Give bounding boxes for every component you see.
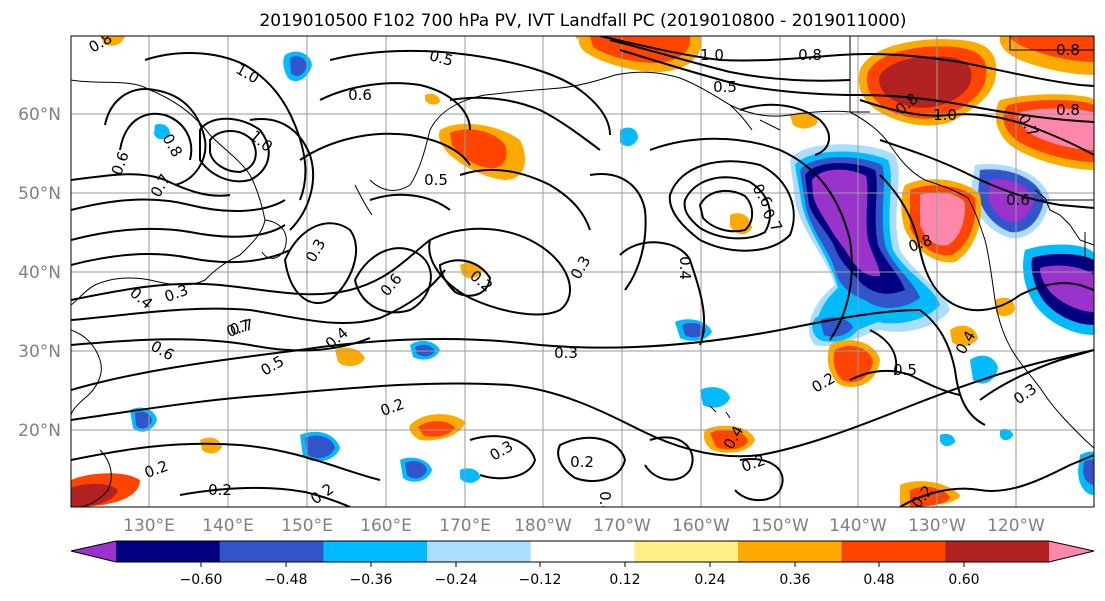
- contour-label: 0.4: [676, 256, 694, 280]
- colorbar-tick-label: −0.12: [519, 572, 562, 588]
- pv-contours: [71, 36, 1094, 507]
- lat-label: 50°N: [18, 184, 61, 204]
- colorbar-tick-label: 0.60: [948, 572, 979, 588]
- colorbar-extend-high: [1049, 541, 1094, 562]
- colorbar-segment: [945, 541, 1050, 562]
- lon-label: 140°W: [829, 516, 887, 536]
- contour-label: 0.5: [424, 171, 448, 189]
- lon-label: 130°E: [123, 516, 175, 536]
- contour-label: 0.8: [1056, 41, 1080, 59]
- lat-label: 20°N: [18, 421, 61, 441]
- colorbar-segments: [71, 541, 1094, 562]
- colorbar-tick-label: 0.24: [694, 572, 725, 588]
- colorbar-segment: [634, 541, 739, 562]
- graticule: [71, 36, 1094, 507]
- contour-label: 0.2: [570, 453, 594, 471]
- lon-label: 160°E: [360, 516, 412, 536]
- colorbar-segment: [116, 541, 221, 562]
- lon-label: 160°W: [672, 516, 730, 536]
- colorbar-tick-label: 0.48: [863, 572, 894, 588]
- lon-label: 130°W: [908, 516, 966, 536]
- contour-label: 0.2: [208, 481, 232, 499]
- contour-label: 0.4: [596, 491, 614, 515]
- colorbar-tick-label: −0.24: [435, 572, 478, 588]
- colorbar-tick-label: −0.48: [265, 572, 308, 588]
- contour-label: 0.3: [554, 344, 578, 362]
- colorbar-segment: [738, 541, 843, 562]
- colorbar: −0.60 −0.48 −0.36 −0.24 −0.12 0.12 0.24 …: [70, 540, 1095, 588]
- pc-shading: [71, 36, 1094, 507]
- colorbar-tick-labels: −0.60 −0.48 −0.36 −0.24 −0.12 0.12 0.24 …: [180, 572, 980, 588]
- contour-label: 1.0: [933, 106, 957, 124]
- lon-label: 180°W: [514, 516, 572, 536]
- colorbar-segment: [323, 541, 428, 562]
- lon-label: 150°W: [751, 516, 809, 536]
- lon-label: 150°E: [281, 516, 333, 536]
- longitude-labels: 130°E 140°E 150°E 160°E 170°E 180°W 170°…: [123, 516, 1045, 536]
- colorbar-tick-label: 0.12: [609, 572, 640, 588]
- contour-label: 0.6: [1006, 191, 1030, 209]
- contour-label: 0.5: [713, 78, 737, 96]
- contour-label: 0.6: [348, 86, 372, 104]
- colorbar-segment: [427, 541, 532, 562]
- lon-label: 120°W: [987, 516, 1045, 536]
- colorbar-segment: [219, 541, 324, 562]
- lat-label: 40°N: [18, 263, 61, 283]
- colorbar-segment: [841, 541, 946, 562]
- contour-label: 0.7: [228, 315, 256, 339]
- lat-label: 30°N: [18, 342, 61, 362]
- latitude-labels: 60°N 50°N 40°N 30°N 20°N: [18, 105, 61, 441]
- lon-label: 140°E: [202, 516, 254, 536]
- contour-label: 0.8: [1056, 101, 1080, 119]
- colorbar-outline: [70, 540, 1095, 563]
- contour-label: 0.8: [798, 46, 822, 64]
- lon-label: 170°W: [593, 516, 651, 536]
- colorbar-tick-label: −0.36: [350, 572, 393, 588]
- colorbar-tick-label: 0.36: [779, 572, 810, 588]
- lon-label: 170°E: [439, 516, 491, 536]
- map-frame: [70, 35, 1095, 508]
- colorbar-ticks: [200, 562, 965, 567]
- contour-label: 0.5: [893, 361, 917, 379]
- lat-label: 60°N: [18, 105, 61, 125]
- colorbar-segment: [530, 541, 635, 562]
- colorbar-extend-low: [71, 541, 116, 562]
- figure-title: 2019010500 F102 700 hPa PV, IVT Landfall…: [259, 11, 906, 31]
- contour-label: 0.5: [427, 46, 455, 70]
- colorbar-tick-label: −0.60: [180, 572, 223, 588]
- contour-label: 1.0: [700, 46, 724, 64]
